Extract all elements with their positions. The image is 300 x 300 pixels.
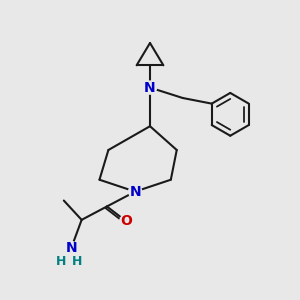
Text: N: N [129,184,141,199]
Text: N: N [65,241,77,255]
Circle shape [65,242,78,255]
Text: N: N [144,81,156,94]
Text: H: H [56,255,66,268]
Text: H: H [72,255,83,268]
Circle shape [129,185,142,198]
Text: O: O [120,214,132,228]
Circle shape [143,81,157,94]
Circle shape [120,215,133,228]
